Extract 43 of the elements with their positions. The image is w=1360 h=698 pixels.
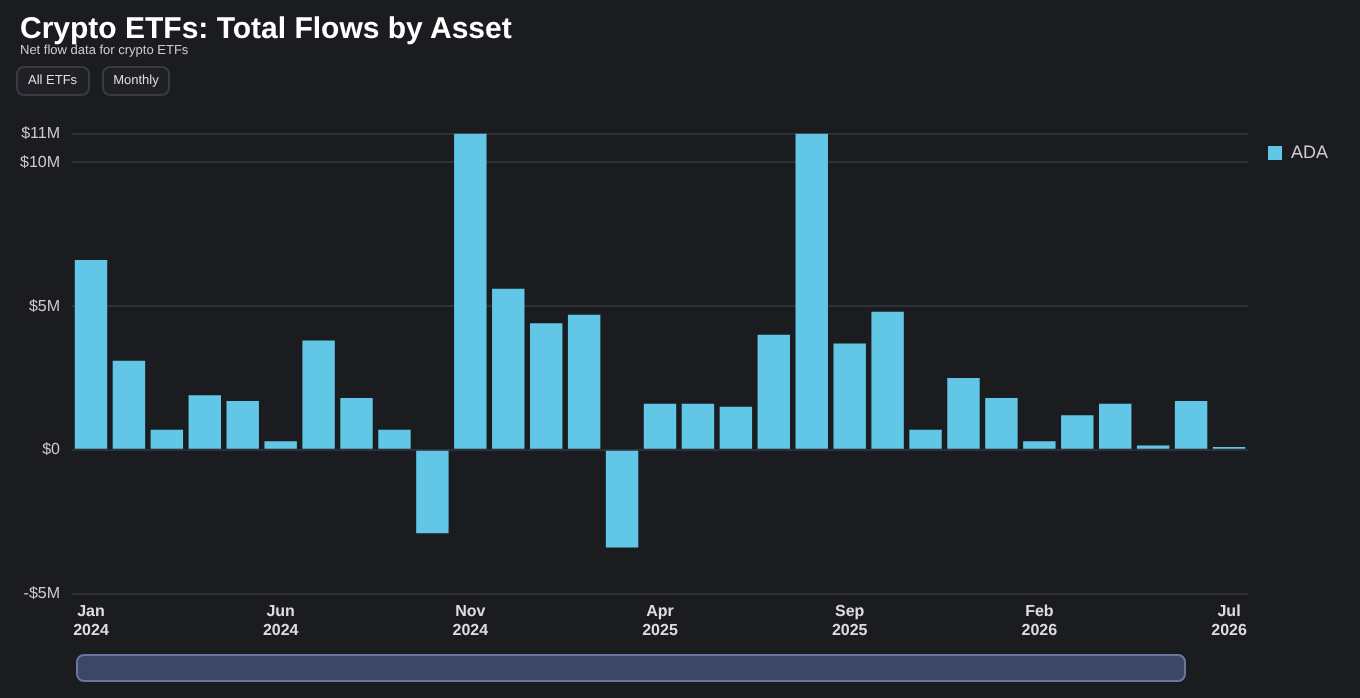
bar: [1023, 441, 1056, 449]
bar: [681, 403, 715, 449]
bar: [757, 334, 791, 449]
bar: [340, 398, 373, 449]
bar: [378, 429, 411, 449]
y-tick-label: $10M: [19, 152, 61, 171]
bar: [112, 360, 146, 449]
bar: [302, 340, 335, 449]
bar: [492, 288, 525, 449]
bar: [416, 450, 449, 534]
y-tick-label: -$5M: [23, 584, 61, 603]
bar: [226, 400, 259, 449]
bar: [871, 311, 904, 449]
x-tick-label: Jul 2026: [1211, 601, 1248, 639]
x-tick-label: Feb 2026: [1021, 601, 1059, 639]
bar: [1099, 403, 1132, 449]
x-tick-label: Apr 2025: [642, 601, 679, 639]
bar: [909, 429, 942, 449]
chart-title: Crypto ETFs: Total Flows by Asset: [20, 12, 512, 46]
bar: [529, 323, 563, 449]
bar: [985, 398, 1018, 449]
bar: [264, 441, 297, 449]
x-tick-label: Sep 2025: [831, 601, 869, 639]
bar: [74, 260, 108, 449]
x-tick-label: Nov 2024: [452, 601, 490, 639]
bar: [947, 377, 980, 449]
bar: [188, 395, 222, 449]
legend-label: ADA: [1290, 141, 1329, 162]
bar: [795, 133, 828, 449]
bar: [1174, 400, 1208, 449]
y-tick-label: $0: [42, 440, 62, 459]
bar: [833, 343, 866, 449]
bar: [643, 403, 677, 449]
x-tick-label: Jan 2024: [73, 601, 110, 639]
x-tick-label: Jun 2024: [262, 601, 300, 639]
bar: [605, 450, 639, 548]
bar: [150, 429, 184, 449]
bar: [1061, 415, 1094, 449]
y-tick-label: $11M: [21, 124, 61, 143]
bar: [719, 406, 753, 449]
bar: [567, 314, 601, 449]
y-tick-label: $5M: [28, 296, 61, 315]
bar: [454, 133, 487, 449]
